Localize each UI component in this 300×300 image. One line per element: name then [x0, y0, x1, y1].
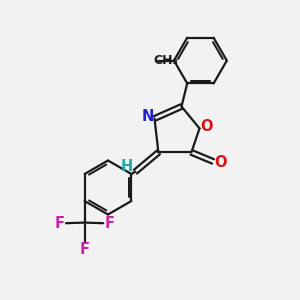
Text: F: F — [80, 242, 90, 257]
Text: F: F — [104, 216, 114, 231]
Text: F: F — [55, 216, 65, 231]
Text: CH₃: CH₃ — [153, 54, 178, 67]
Text: O: O — [214, 155, 227, 170]
Text: O: O — [200, 119, 212, 134]
Text: H: H — [120, 159, 133, 174]
Text: N: N — [142, 109, 154, 124]
